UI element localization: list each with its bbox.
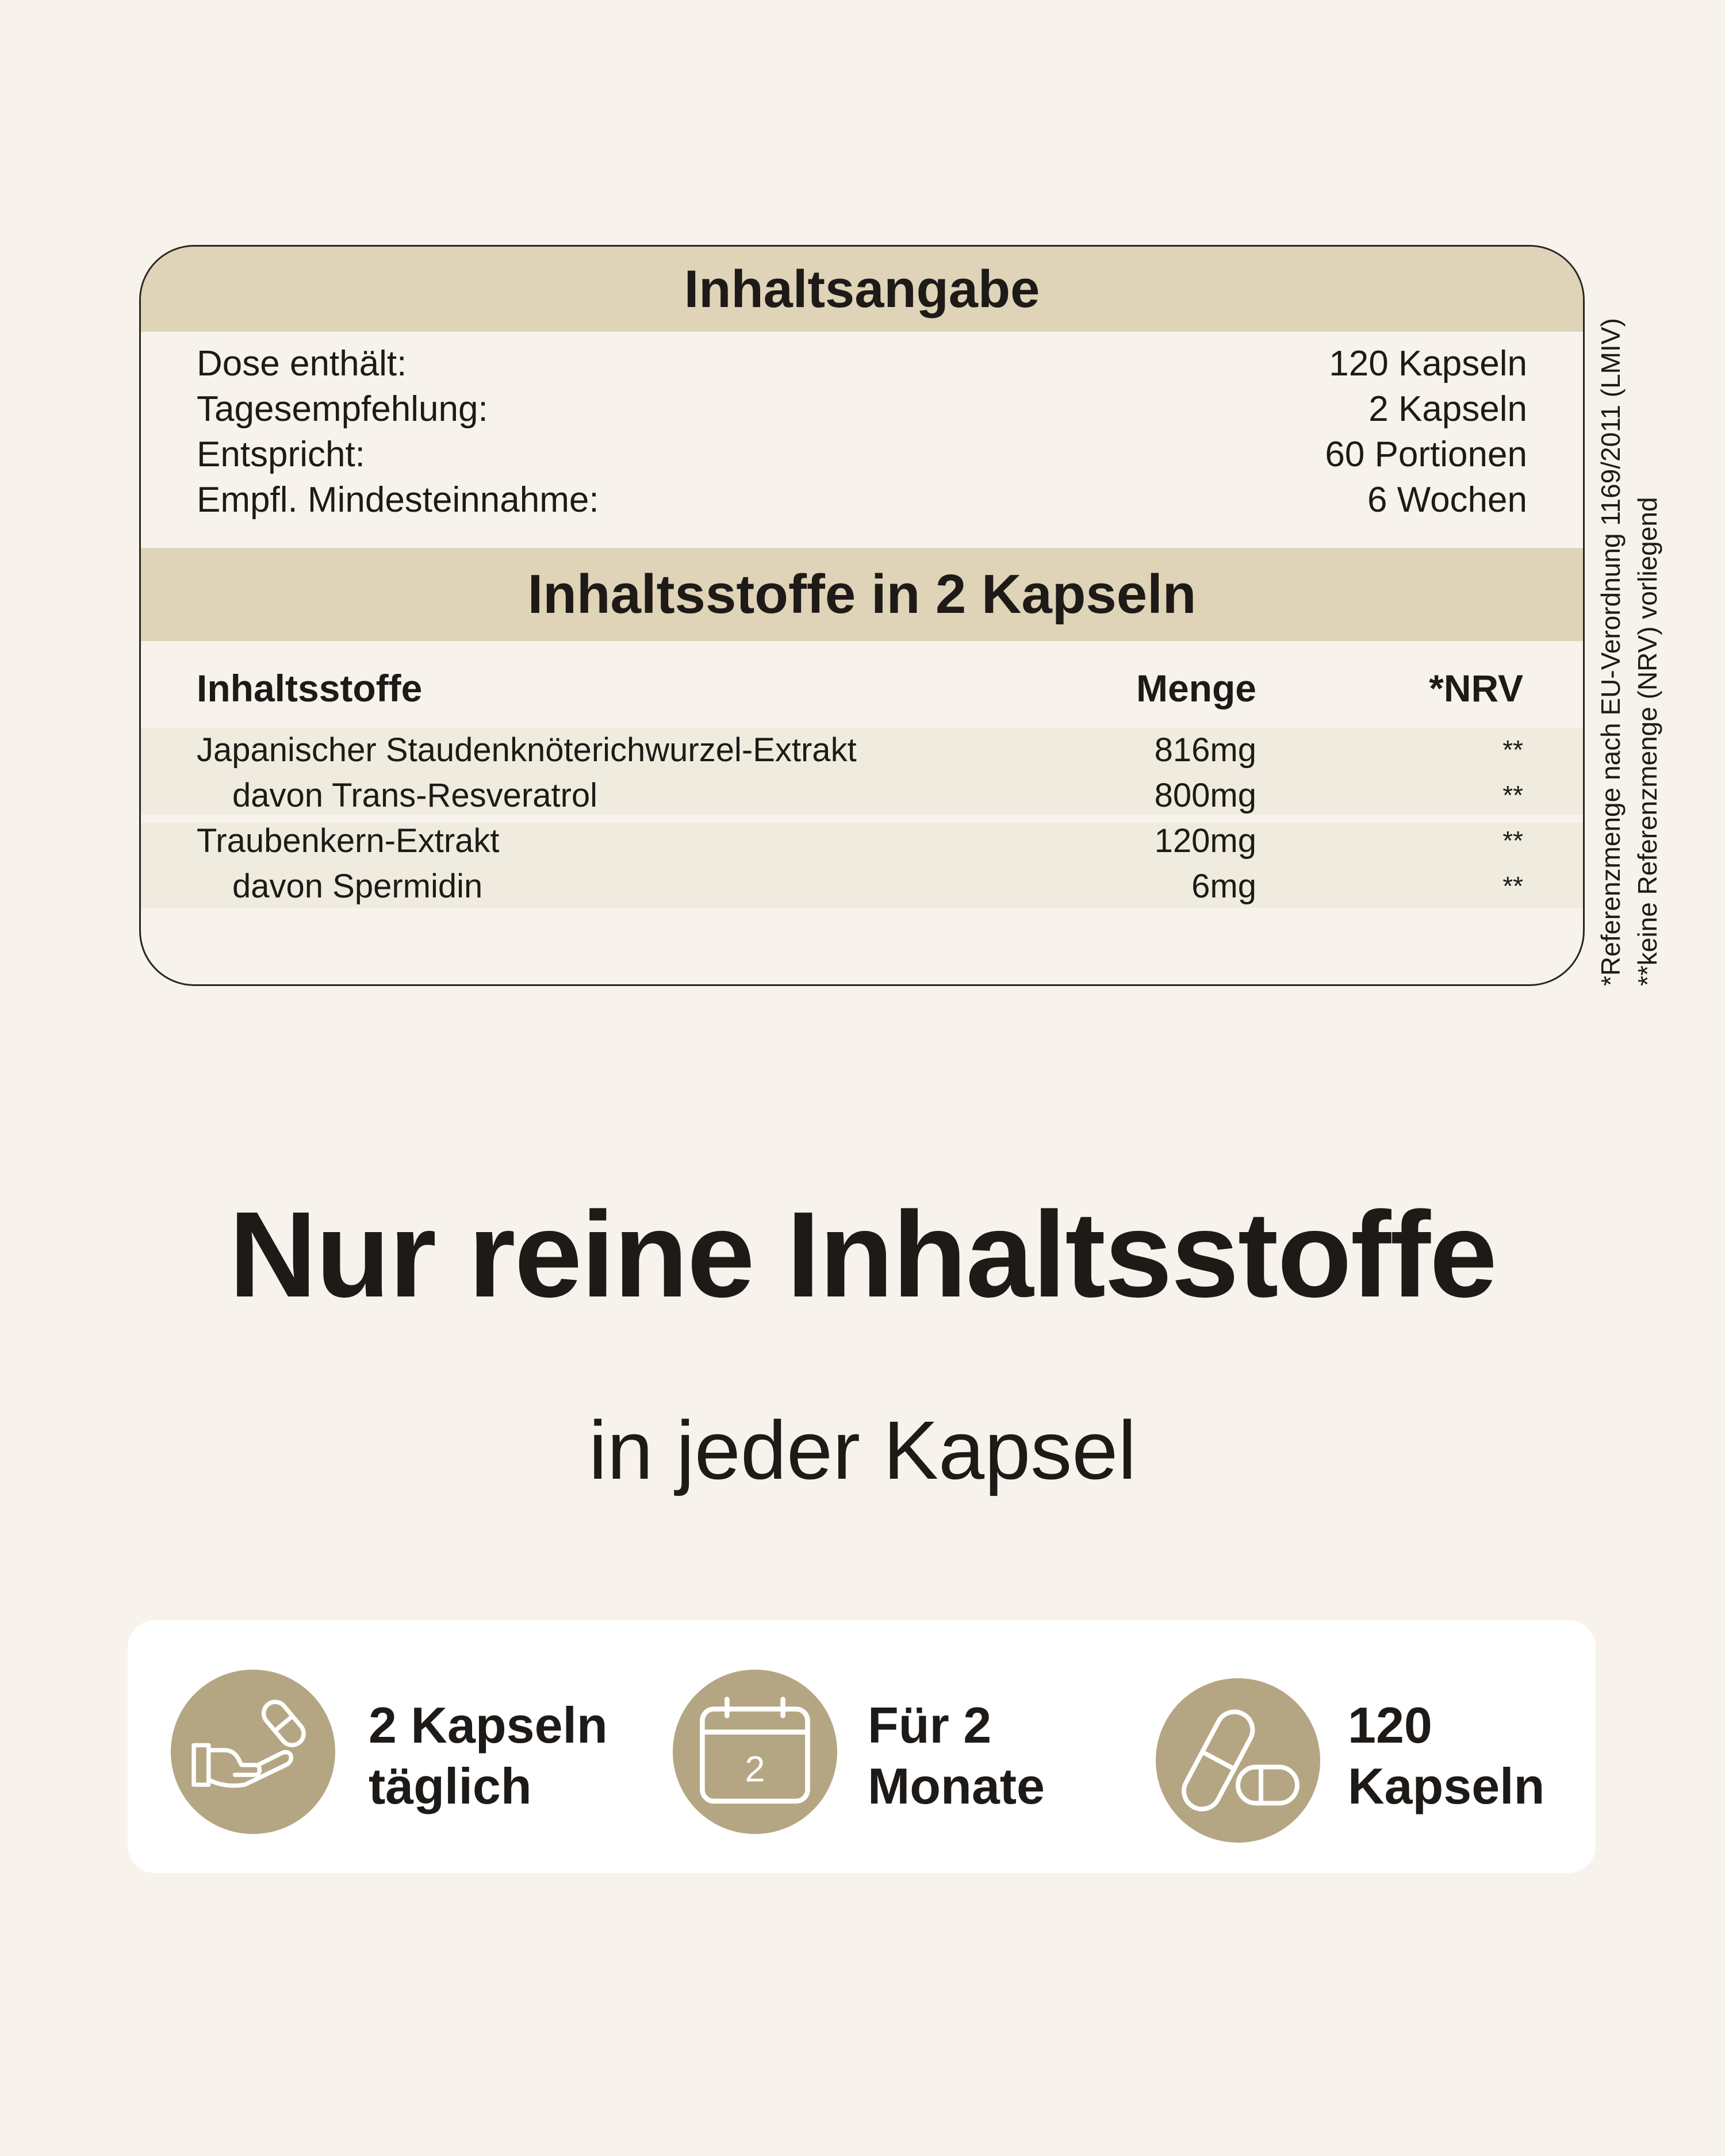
calendar-icon: 2 bbox=[673, 1670, 837, 1834]
ingredient-nrv: ** bbox=[1502, 826, 1523, 856]
ingredient-name: davon Spermidin bbox=[232, 868, 483, 905]
ingredient-amount: 6mg bbox=[1191, 868, 1256, 905]
ingredient-nrv: ** bbox=[1502, 871, 1523, 901]
info-label: Tagesempfehlung: bbox=[197, 389, 488, 429]
subheadline: in jeder Kapsel bbox=[588, 1404, 1137, 1497]
table-header: Inhaltsstoffe Menge *NRV bbox=[197, 666, 1523, 712]
feature-line: Kapseln bbox=[1348, 1758, 1545, 1814]
capsules-icon bbox=[1156, 1678, 1320, 1843]
feature-line: 2 Kapseln bbox=[369, 1697, 608, 1754]
ingredient-amount: 816mg bbox=[1154, 731, 1256, 769]
calendar-number: 2 bbox=[745, 1749, 765, 1789]
info-label: Dose enthält: bbox=[197, 344, 407, 383]
info-row: Dose enthält: 120 Kapseln bbox=[197, 341, 1527, 386]
headline: Nur reine Inhaltsstoffe bbox=[229, 1186, 1497, 1322]
nutrition-facts-card: Inhaltsangabe Dose enthält: 120 Kapseln T… bbox=[139, 245, 1585, 986]
info-label: Empfl. Mindesteinnahme: bbox=[197, 480, 599, 520]
info-row: Empfl. Mindesteinnahme: 6 Wochen bbox=[197, 477, 1527, 523]
feature-text: Für 2 Monate bbox=[868, 1695, 1045, 1817]
info-value: 60 Portionen bbox=[1325, 435, 1527, 474]
table-row: davon Trans-Resveratrol 800mg ** bbox=[197, 773, 1523, 818]
table-row: davon Spermidin 6mg ** bbox=[197, 864, 1523, 909]
table-row: Japanischer Staudenknöterichwurzel-Extra… bbox=[197, 727, 1523, 773]
features-card: 2 Kapseln täglich 2 Für 2 Monate 120 Kapsel… bbox=[128, 1620, 1596, 1873]
info-value: 120 Kapseln bbox=[1329, 344, 1527, 383]
row-group-shade bbox=[141, 728, 1583, 815]
footnote-nrv: *Referenzmenge nach EU-Verordnung 1169/2… bbox=[1596, 318, 1626, 986]
inhaltsstoffe-title: Inhaltsstoffe in 2 Kapseln bbox=[141, 548, 1583, 641]
ingredient-name: davon Trans-Resveratrol bbox=[232, 777, 598, 814]
table-row: Traubenkern-Extrakt 120mg ** bbox=[197, 818, 1523, 864]
header-name: Inhaltsstoffe bbox=[197, 667, 423, 709]
ingredient-nrv: ** bbox=[1502, 780, 1523, 810]
info-value: 2 Kapseln bbox=[1368, 389, 1527, 429]
feature-line: täglich bbox=[369, 1758, 532, 1814]
ingredient-name: Japanischer Staudenknöterichwurzel-Extra… bbox=[197, 731, 857, 769]
ingredient-amount: 120mg bbox=[1154, 822, 1256, 860]
ingredient-amount: 800mg bbox=[1154, 777, 1256, 814]
feature-line: Für 2 bbox=[868, 1697, 992, 1754]
ingredient-name: Traubenkern-Extrakt bbox=[197, 822, 500, 860]
ingredient-nrv: ** bbox=[1502, 735, 1523, 765]
info-value: 6 Wochen bbox=[1367, 480, 1527, 520]
hand-capsule-icon bbox=[171, 1670, 335, 1834]
feature-line: Monate bbox=[868, 1758, 1045, 1814]
feature-text: 2 Kapseln täglich bbox=[369, 1695, 608, 1817]
info-row: Entspricht: 60 Portionen bbox=[197, 432, 1527, 477]
footnote-no-nrv: **keine Referenzmenge (NRV) vorliegend bbox=[1632, 497, 1662, 986]
feature-text: 120 Kapseln bbox=[1348, 1695, 1544, 1817]
inhaltsangabe-title: Inhaltsangabe bbox=[141, 247, 1583, 332]
row-group-shade bbox=[141, 823, 1583, 908]
header-amount: Menge bbox=[1136, 667, 1256, 709]
header-nrv: *NRV bbox=[1429, 667, 1523, 709]
info-row: Tagesempfehlung: 2 Kapseln bbox=[197, 386, 1527, 432]
info-label: Entspricht: bbox=[197, 435, 365, 474]
feature-line: 120 bbox=[1348, 1697, 1432, 1754]
